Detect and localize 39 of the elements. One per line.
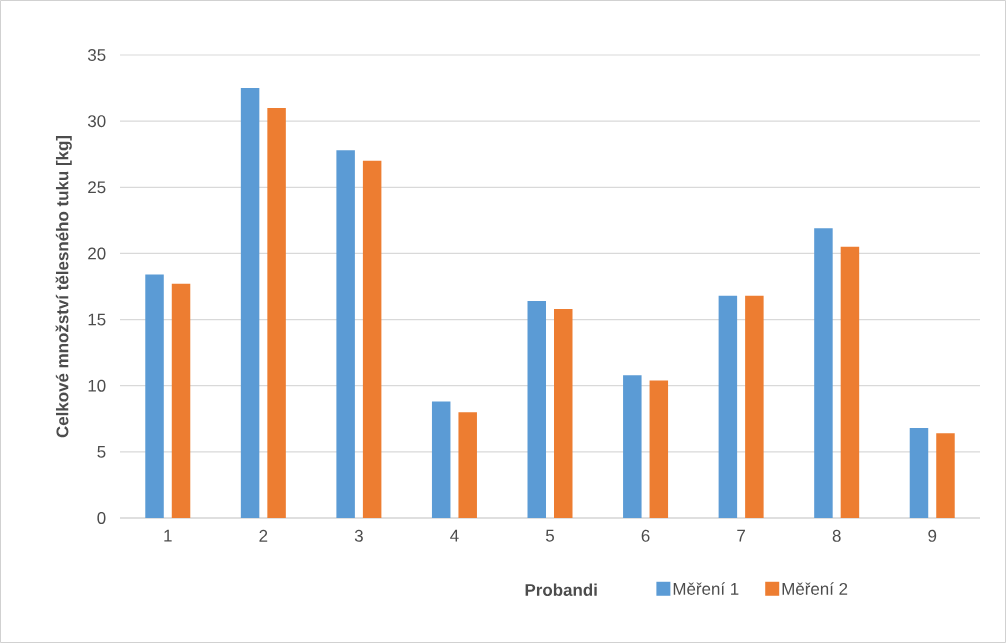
bar — [909, 428, 929, 518]
bar — [745, 295, 764, 518]
y-tick-label: 20 — [88, 247, 106, 260]
bar — [936, 433, 955, 518]
x-tick-label: 4 — [450, 529, 459, 542]
y-tick-label: 25 — [88, 181, 106, 194]
y-tick-label: 10 — [88, 379, 106, 392]
bar — [623, 375, 642, 518]
bar — [362, 160, 382, 518]
x-tick-label: 8 — [832, 529, 841, 542]
x-tick-label: 2 — [259, 529, 268, 542]
x-tick-label: 9 — [928, 529, 937, 542]
x-tick-label: 3 — [354, 529, 363, 542]
bar — [240, 88, 260, 518]
bar — [840, 246, 860, 518]
bar — [431, 401, 451, 518]
x-axis-title: Probandi — [525, 583, 597, 596]
y-axis-title: Celkové množství tělesného tuku [kg] — [55, 135, 72, 438]
y-tick-label: 0 — [97, 512, 106, 524]
x-tick-label: 6 — [641, 529, 650, 542]
bar — [718, 295, 738, 518]
x-tick-label: 5 — [545, 529, 554, 542]
y-tick-label: 15 — [88, 313, 106, 326]
bar — [267, 107, 286, 518]
bar — [458, 412, 477, 518]
bar — [171, 283, 191, 518]
y-tick-label: 30 — [87, 115, 106, 128]
x-tick-label: 7 — [737, 529, 745, 542]
x-tick-label: 1 — [164, 529, 172, 542]
legend-label: Měření 1 — [673, 582, 739, 595]
y-tick-label: 5 — [97, 445, 106, 458]
bar — [554, 308, 573, 518]
bar — [336, 150, 355, 518]
legend-label: Měření 2 — [782, 582, 848, 595]
bar — [814, 228, 833, 518]
bar — [527, 301, 546, 518]
bar — [649, 380, 669, 518]
y-tick-label: 35 — [87, 49, 106, 61]
bar — [145, 274, 164, 518]
